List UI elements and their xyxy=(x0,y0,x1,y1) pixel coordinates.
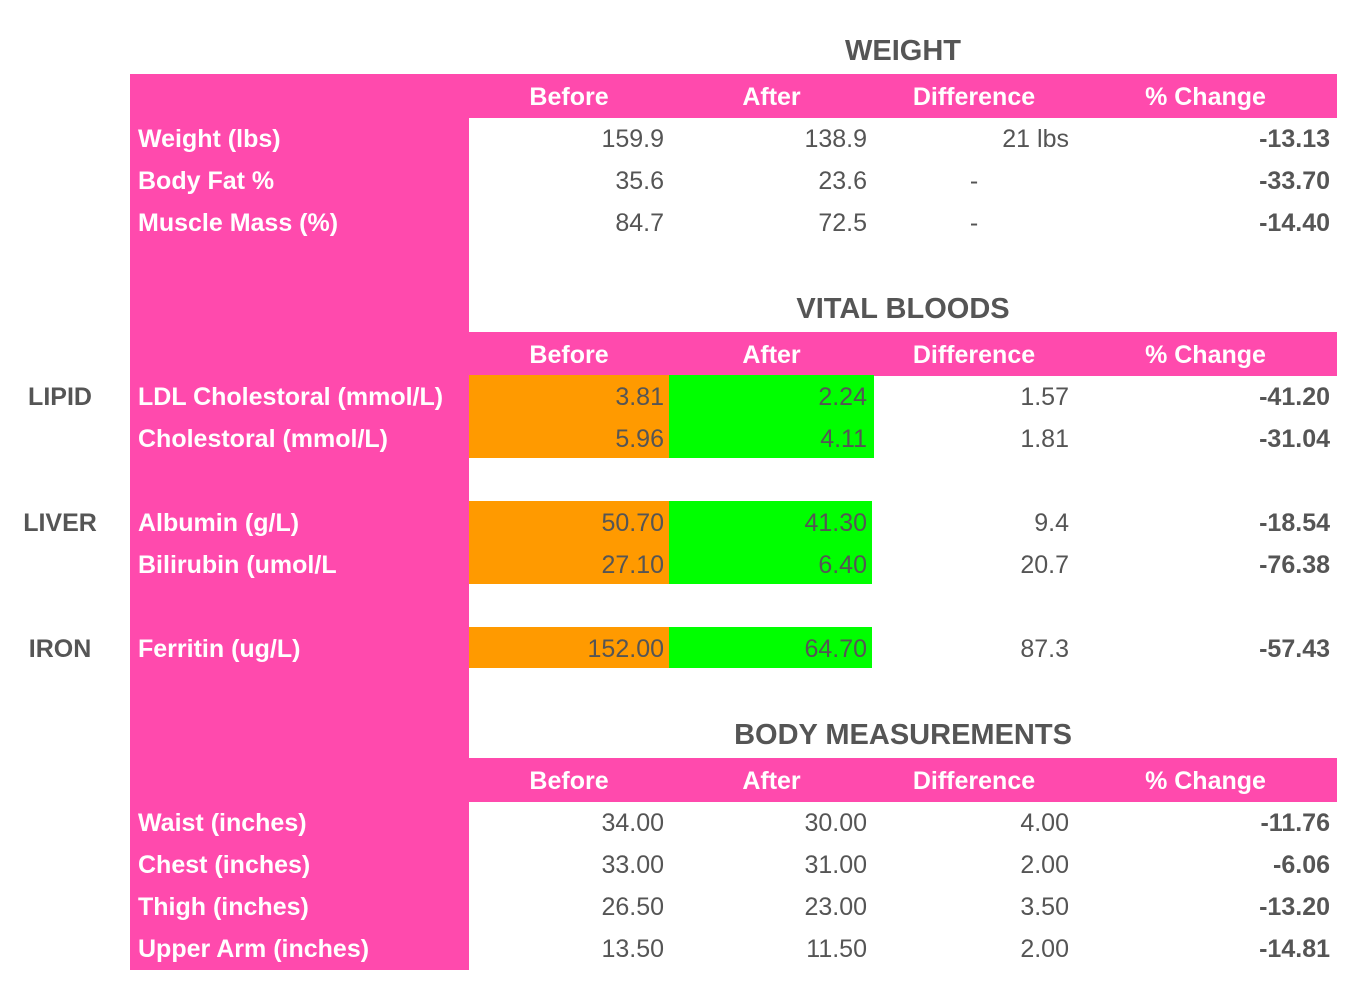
thigh-row-label: Thigh (inches) xyxy=(138,893,309,921)
body-fat-row-label: Body Fat % xyxy=(138,167,275,195)
liver-after-highlight xyxy=(669,501,872,584)
ldl-pct-change: -41.20 xyxy=(1259,383,1330,411)
thigh-after: 23.00 xyxy=(804,893,867,921)
upper-arm-after: 11.50 xyxy=(806,935,867,963)
body-col-before: Before xyxy=(529,767,609,795)
thigh-pct-change: -13.20 xyxy=(1259,893,1330,921)
vital-bloods-header-band xyxy=(469,332,1337,376)
muscle-mass-after: 72.5 xyxy=(818,209,867,237)
ldl-after: 2.24 xyxy=(818,383,867,411)
bilirubin-row-label: Bilirubin (umol/L xyxy=(138,551,337,579)
ldl-difference: 1.57 xyxy=(1020,383,1069,411)
body-fat-pct-change: -33.70 xyxy=(1259,167,1330,195)
bloods-col-pct-change: % Change xyxy=(1145,341,1266,369)
muscle-mass-difference: - xyxy=(969,209,979,237)
vital-bloods-section-title: VITAL BLOODS xyxy=(796,293,1010,325)
cholesterol-difference: 1.81 xyxy=(1020,425,1069,453)
weight-row-label: Weight (lbs) xyxy=(138,125,281,153)
upper-arm-difference: 2.00 xyxy=(1020,935,1069,963)
thigh-before: 26.50 xyxy=(601,893,664,921)
body-fat-after: 23.6 xyxy=(818,167,867,195)
iron-after-highlight xyxy=(669,627,872,668)
weight-difference: 21 lbs xyxy=(1002,125,1069,153)
body-col-after: After xyxy=(742,767,801,795)
ferritin-before: 152.00 xyxy=(587,635,664,663)
cholesterol-pct-change: -31.04 xyxy=(1259,425,1330,453)
waist-pct-change: -11.76 xyxy=(1260,809,1330,837)
muscle-mass-before: 84.7 xyxy=(615,209,664,237)
body-fat-before: 35.6 xyxy=(615,167,664,195)
albumin-after: 41.30 xyxy=(804,509,867,537)
liver-before-highlight xyxy=(469,501,669,584)
bilirubin-before: 27.10 xyxy=(601,551,664,579)
body-col-difference: Difference xyxy=(912,767,1036,795)
group-label-iron: IRON xyxy=(28,635,92,663)
bilirubin-difference: 20.7 xyxy=(1020,551,1069,579)
body-fat-difference: - xyxy=(969,167,979,195)
ferritin-after: 64.70 xyxy=(804,635,867,663)
chest-pct-change: -6.06 xyxy=(1273,851,1330,879)
body-measurements-section-title: BODY MEASUREMENTS xyxy=(734,719,1072,751)
albumin-difference: 9.4 xyxy=(1034,509,1069,537)
bloods-col-before: Before xyxy=(529,341,609,369)
ferritin-difference: 87.3 xyxy=(1020,635,1069,663)
body-col-pct-change: % Change xyxy=(1145,767,1266,795)
group-label-liver: LIVER xyxy=(23,509,97,537)
group-label-lipid: LIPID xyxy=(28,383,92,411)
weight-col-after: After xyxy=(742,83,801,111)
cholesterol-row-label: Cholestoral (mmol/L) xyxy=(138,425,389,453)
cholesterol-after: 4.11 xyxy=(820,425,867,453)
ferritin-row-label: Ferritin (ug/L) xyxy=(138,635,301,663)
weight-header-band xyxy=(469,74,1337,118)
albumin-before: 50.70 xyxy=(601,509,664,537)
weight-col-before: Before xyxy=(529,83,609,111)
weight-section-title: WEIGHT xyxy=(845,35,961,67)
upper-arm-row-label: Upper Arm (inches) xyxy=(138,935,370,963)
body-measurements-header-band xyxy=(469,758,1337,802)
weight-col-difference: Difference xyxy=(912,83,1036,111)
albumin-pct-change: -18.54 xyxy=(1259,509,1330,537)
waist-before: 34.00 xyxy=(601,809,664,837)
muscle-mass-row-label: Muscle Mass (%) xyxy=(138,209,339,237)
iron-before-highlight xyxy=(469,627,669,668)
upper-arm-pct-change: -14.81 xyxy=(1259,935,1330,963)
muscle-mass-pct-change: -14.40 xyxy=(1259,209,1330,237)
ldl-before: 3.81 xyxy=(615,383,664,411)
bilirubin-pct-change: -76.38 xyxy=(1259,551,1330,579)
weight-after: 138.9 xyxy=(804,125,867,153)
chest-before: 33.00 xyxy=(601,851,664,879)
weight-pct-change: -13.13 xyxy=(1259,125,1330,153)
albumin-row-label: Albumin (g/L) xyxy=(138,509,300,537)
waist-row-label: Waist (inches) xyxy=(138,809,307,837)
chest-row-label: Chest (inches) xyxy=(138,851,311,879)
lipid-after-highlight xyxy=(669,375,874,458)
bloods-col-difference: Difference xyxy=(912,341,1036,369)
chest-after: 31.00 xyxy=(804,851,867,879)
ferritin-pct-change: -57.43 xyxy=(1259,635,1330,663)
chest-difference: 2.00 xyxy=(1020,851,1069,879)
ldl-row-label: LDL Cholestoral (mmol/L) xyxy=(138,383,444,411)
upper-arm-before: 13.50 xyxy=(601,935,664,963)
row-label-column xyxy=(130,74,469,970)
cholesterol-before: 5.96 xyxy=(615,425,664,453)
waist-after: 30.00 xyxy=(804,809,867,837)
thigh-difference: 3.50 xyxy=(1020,893,1069,921)
waist-difference: 4.00 xyxy=(1020,809,1069,837)
bloods-col-after: After xyxy=(742,341,801,369)
weight-col-pct-change: % Change xyxy=(1145,83,1266,111)
lipid-before-highlight xyxy=(469,375,669,458)
bilirubin-after: 6.40 xyxy=(818,551,867,579)
weight-before: 159.9 xyxy=(601,125,664,153)
